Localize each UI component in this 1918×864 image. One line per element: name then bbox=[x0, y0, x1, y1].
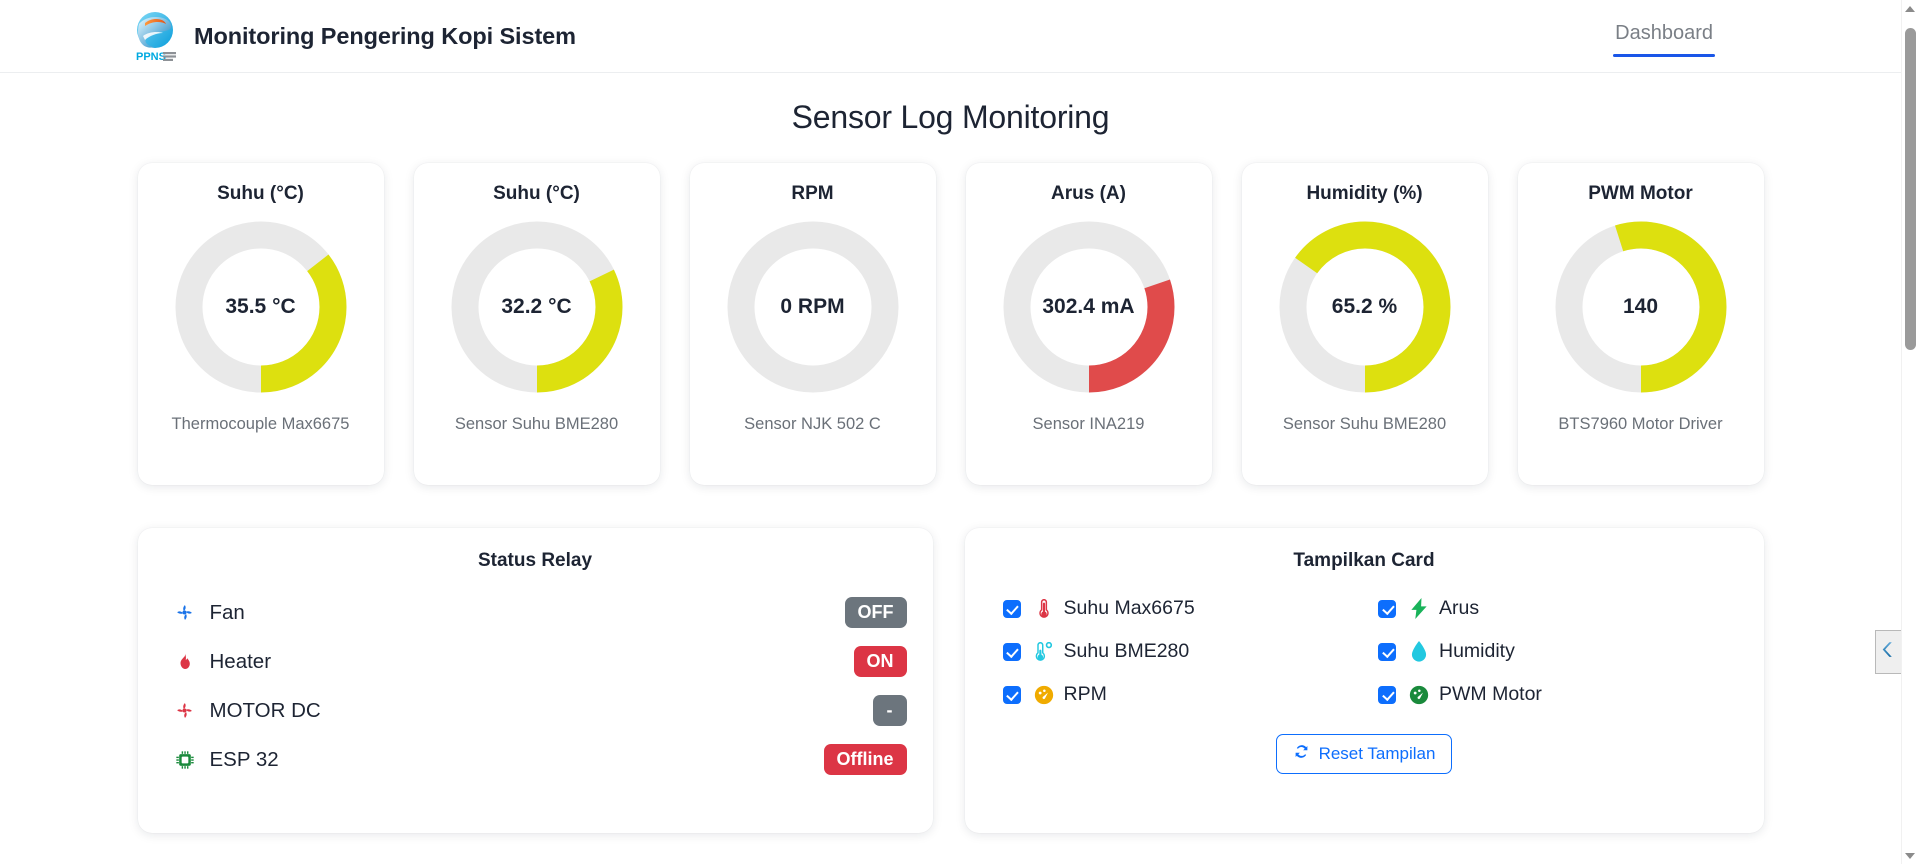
gauge-card-arus: Arus (A) 302.4 mA Sensor INA219 bbox=[965, 163, 1212, 485]
checkbox-label: RPM bbox=[1063, 683, 1107, 705]
checkbox-item-suhu-bme280[interactable]: Suhu BME280 bbox=[1002, 635, 1359, 668]
reset-tampilan-label: Reset Tampilan bbox=[1318, 744, 1436, 763]
checkbox-item-suhu-max6675[interactable]: Suhu Max6675 bbox=[1002, 592, 1359, 625]
checkbox-label: Humidity bbox=[1439, 640, 1515, 662]
gauge-card-suhu-max6675: Suhu (°C) 35.5 °C Thermocouple Max6675 bbox=[137, 163, 384, 485]
gauge-donut: 302.4 mA bbox=[1003, 221, 1175, 393]
refresh-icon bbox=[1293, 743, 1310, 765]
relay-row-heater: Heater ON bbox=[162, 637, 909, 686]
gauge-donut: 65.2 % bbox=[1279, 221, 1451, 393]
chevron-left-icon bbox=[1881, 641, 1896, 663]
relay-status-badge: Offline bbox=[823, 743, 907, 776]
checkbox-humidity[interactable] bbox=[1378, 642, 1396, 661]
gauge-title: Suhu (°C) bbox=[217, 183, 304, 204]
checkbox-suhu-bme280[interactable] bbox=[1002, 642, 1021, 661]
checkbox-item-arus[interactable]: Arus bbox=[1378, 592, 1734, 625]
card-toggle-grid: Suhu Max6675 Arus bbox=[989, 588, 1740, 711]
relay-row-motor-dc: MOTOR DC - bbox=[162, 686, 909, 735]
gauge-value: 65.2 % bbox=[1331, 295, 1398, 318]
panel-row: Status Relay Fan OFF bbox=[137, 528, 1764, 833]
brand-title: Monitoring Pengering Kopi Sistem bbox=[194, 22, 576, 49]
relay-label: Heater bbox=[209, 649, 272, 673]
nav-link-dashboard[interactable]: Dashboard bbox=[1613, 16, 1715, 57]
reset-tampilan-button[interactable]: Reset Tampilan bbox=[1275, 734, 1453, 774]
gauge-card-humidity: Humidity (%) 65.2 % Sensor Suhu BME280 bbox=[1241, 163, 1488, 485]
gauge-card-suhu-bme280: Suhu (°C) 32.2 °C Sensor Suhu BME280 bbox=[413, 163, 660, 485]
reset-button-wrap: Reset Tampilan bbox=[989, 734, 1740, 774]
gauge-title: Arus (A) bbox=[1051, 183, 1126, 204]
checkbox-label: PWM Motor bbox=[1439, 683, 1542, 705]
scrollbar-thumb[interactable] bbox=[1905, 28, 1916, 350]
triangle-up-icon bbox=[1905, 5, 1915, 12]
checkbox-label: Suhu BME280 bbox=[1063, 640, 1190, 662]
edge-collapse-tab[interactable] bbox=[1875, 630, 1901, 674]
svg-text:PPNS: PPNS bbox=[136, 51, 166, 63]
gauge-donut: 35.5 °C bbox=[175, 221, 347, 393]
gauge-card-pwm-motor: PWM Motor 140 BTS7960 Motor Driver bbox=[1517, 163, 1764, 485]
flame-icon bbox=[172, 651, 198, 672]
gauge-value: 302.4 mA bbox=[1042, 295, 1135, 318]
gauge-value: 0 RPM bbox=[780, 295, 845, 318]
gauge-circle-icon bbox=[1407, 685, 1431, 705]
gauge-subtitle: BTS7960 Motor Driver bbox=[1558, 415, 1723, 433]
gauge-subtitle: Sensor Suhu BME280 bbox=[454, 415, 619, 433]
checkbox-item-rpm[interactable]: RPM bbox=[1002, 678, 1359, 711]
relay-status-badge: - bbox=[872, 694, 907, 727]
gauge-donut: 32.2 °C bbox=[451, 221, 623, 393]
gauge-donut: 0 RPM bbox=[727, 221, 899, 393]
gauge-value: 140 bbox=[1622, 295, 1659, 318]
gauge-value: 32.2 °C bbox=[501, 295, 572, 318]
fan-icon bbox=[172, 602, 198, 623]
gauge-card-row: Suhu (°C) 35.5 °C Thermocouple Max6675 S… bbox=[137, 163, 1764, 485]
gauge-icon bbox=[1032, 685, 1056, 705]
relay-status-badge: OFF bbox=[844, 596, 907, 629]
checkbox-rpm[interactable] bbox=[1002, 685, 1021, 704]
checkbox-item-pwm-motor[interactable]: PWM Motor bbox=[1378, 678, 1734, 711]
scroll-down-arrow[interactable] bbox=[1902, 847, 1918, 864]
gauge-subtitle: Sensor INA219 bbox=[1032, 415, 1145, 433]
tampilkan-card-title: Tampilkan Card bbox=[1293, 550, 1435, 571]
checkbox-label: Arus bbox=[1439, 597, 1480, 619]
tampilkan-card-panel: Tampilkan Card Suhu Max6675 bbox=[964, 528, 1764, 833]
gauge-title: Humidity (%) bbox=[1306, 183, 1423, 204]
checkbox-pwm-motor[interactable] bbox=[1378, 685, 1396, 704]
relay-row-fan: Fan OFF bbox=[162, 588, 909, 637]
relay-status-badge: ON bbox=[853, 645, 907, 678]
gauge-title: PWM Motor bbox=[1588, 183, 1693, 204]
gauge-donut: 140 bbox=[1555, 221, 1727, 393]
checkbox-suhu-max6675[interactable] bbox=[1002, 599, 1021, 618]
gauge-card-rpm: RPM 0 RPM Sensor NJK 502 C bbox=[689, 163, 936, 485]
thermometer-icon bbox=[1032, 598, 1056, 619]
gauge-title: Suhu (°C) bbox=[493, 183, 580, 204]
fan-icon bbox=[172, 700, 198, 721]
droplet-icon bbox=[1407, 641, 1431, 662]
page-title: Sensor Log Monitoring bbox=[791, 99, 1110, 135]
checkbox-item-humidity[interactable]: Humidity bbox=[1378, 635, 1734, 668]
thermometer-half-icon bbox=[1032, 641, 1056, 662]
gauge-subtitle: Sensor NJK 502 C bbox=[744, 415, 881, 433]
checkbox-arus[interactable] bbox=[1378, 599, 1396, 618]
relay-label: Fan bbox=[209, 600, 245, 624]
navbar-links: Dashboard bbox=[1613, 16, 1875, 57]
vertical-scrollbar[interactable] bbox=[1901, 0, 1918, 864]
gauge-title: RPM bbox=[791, 183, 834, 204]
chip-icon bbox=[172, 750, 198, 770]
navbar: PPNS Monitoring Pengering Kopi Sistem Da… bbox=[0, 0, 1901, 73]
status-relay-panel: Status Relay Fan OFF bbox=[137, 528, 933, 833]
relay-label: MOTOR DC bbox=[209, 698, 321, 722]
triangle-down-icon bbox=[1905, 852, 1915, 859]
checkbox-label: Suhu Max6675 bbox=[1063, 597, 1195, 619]
bolt-icon bbox=[1407, 598, 1431, 619]
status-relay-title: Status Relay bbox=[477, 550, 593, 571]
gauge-value: 35.5 °C bbox=[225, 295, 296, 318]
relay-row-esp32: ESP 32 Offline bbox=[162, 735, 909, 784]
ppns-logo-icon: PPNS bbox=[130, 8, 180, 64]
main-container: Suhu (°C) 35.5 °C Thermocouple Max6675 S… bbox=[136, 163, 1766, 833]
relay-label: ESP 32 bbox=[209, 747, 279, 771]
scroll-up-arrow[interactable] bbox=[1902, 0, 1918, 17]
gauge-subtitle: Thermocouple Max6675 bbox=[171, 415, 350, 433]
brand[interactable]: PPNS Monitoring Pengering Kopi Sistem bbox=[130, 8, 576, 64]
gauge-subtitle: Sensor Suhu BME280 bbox=[1282, 415, 1447, 433]
